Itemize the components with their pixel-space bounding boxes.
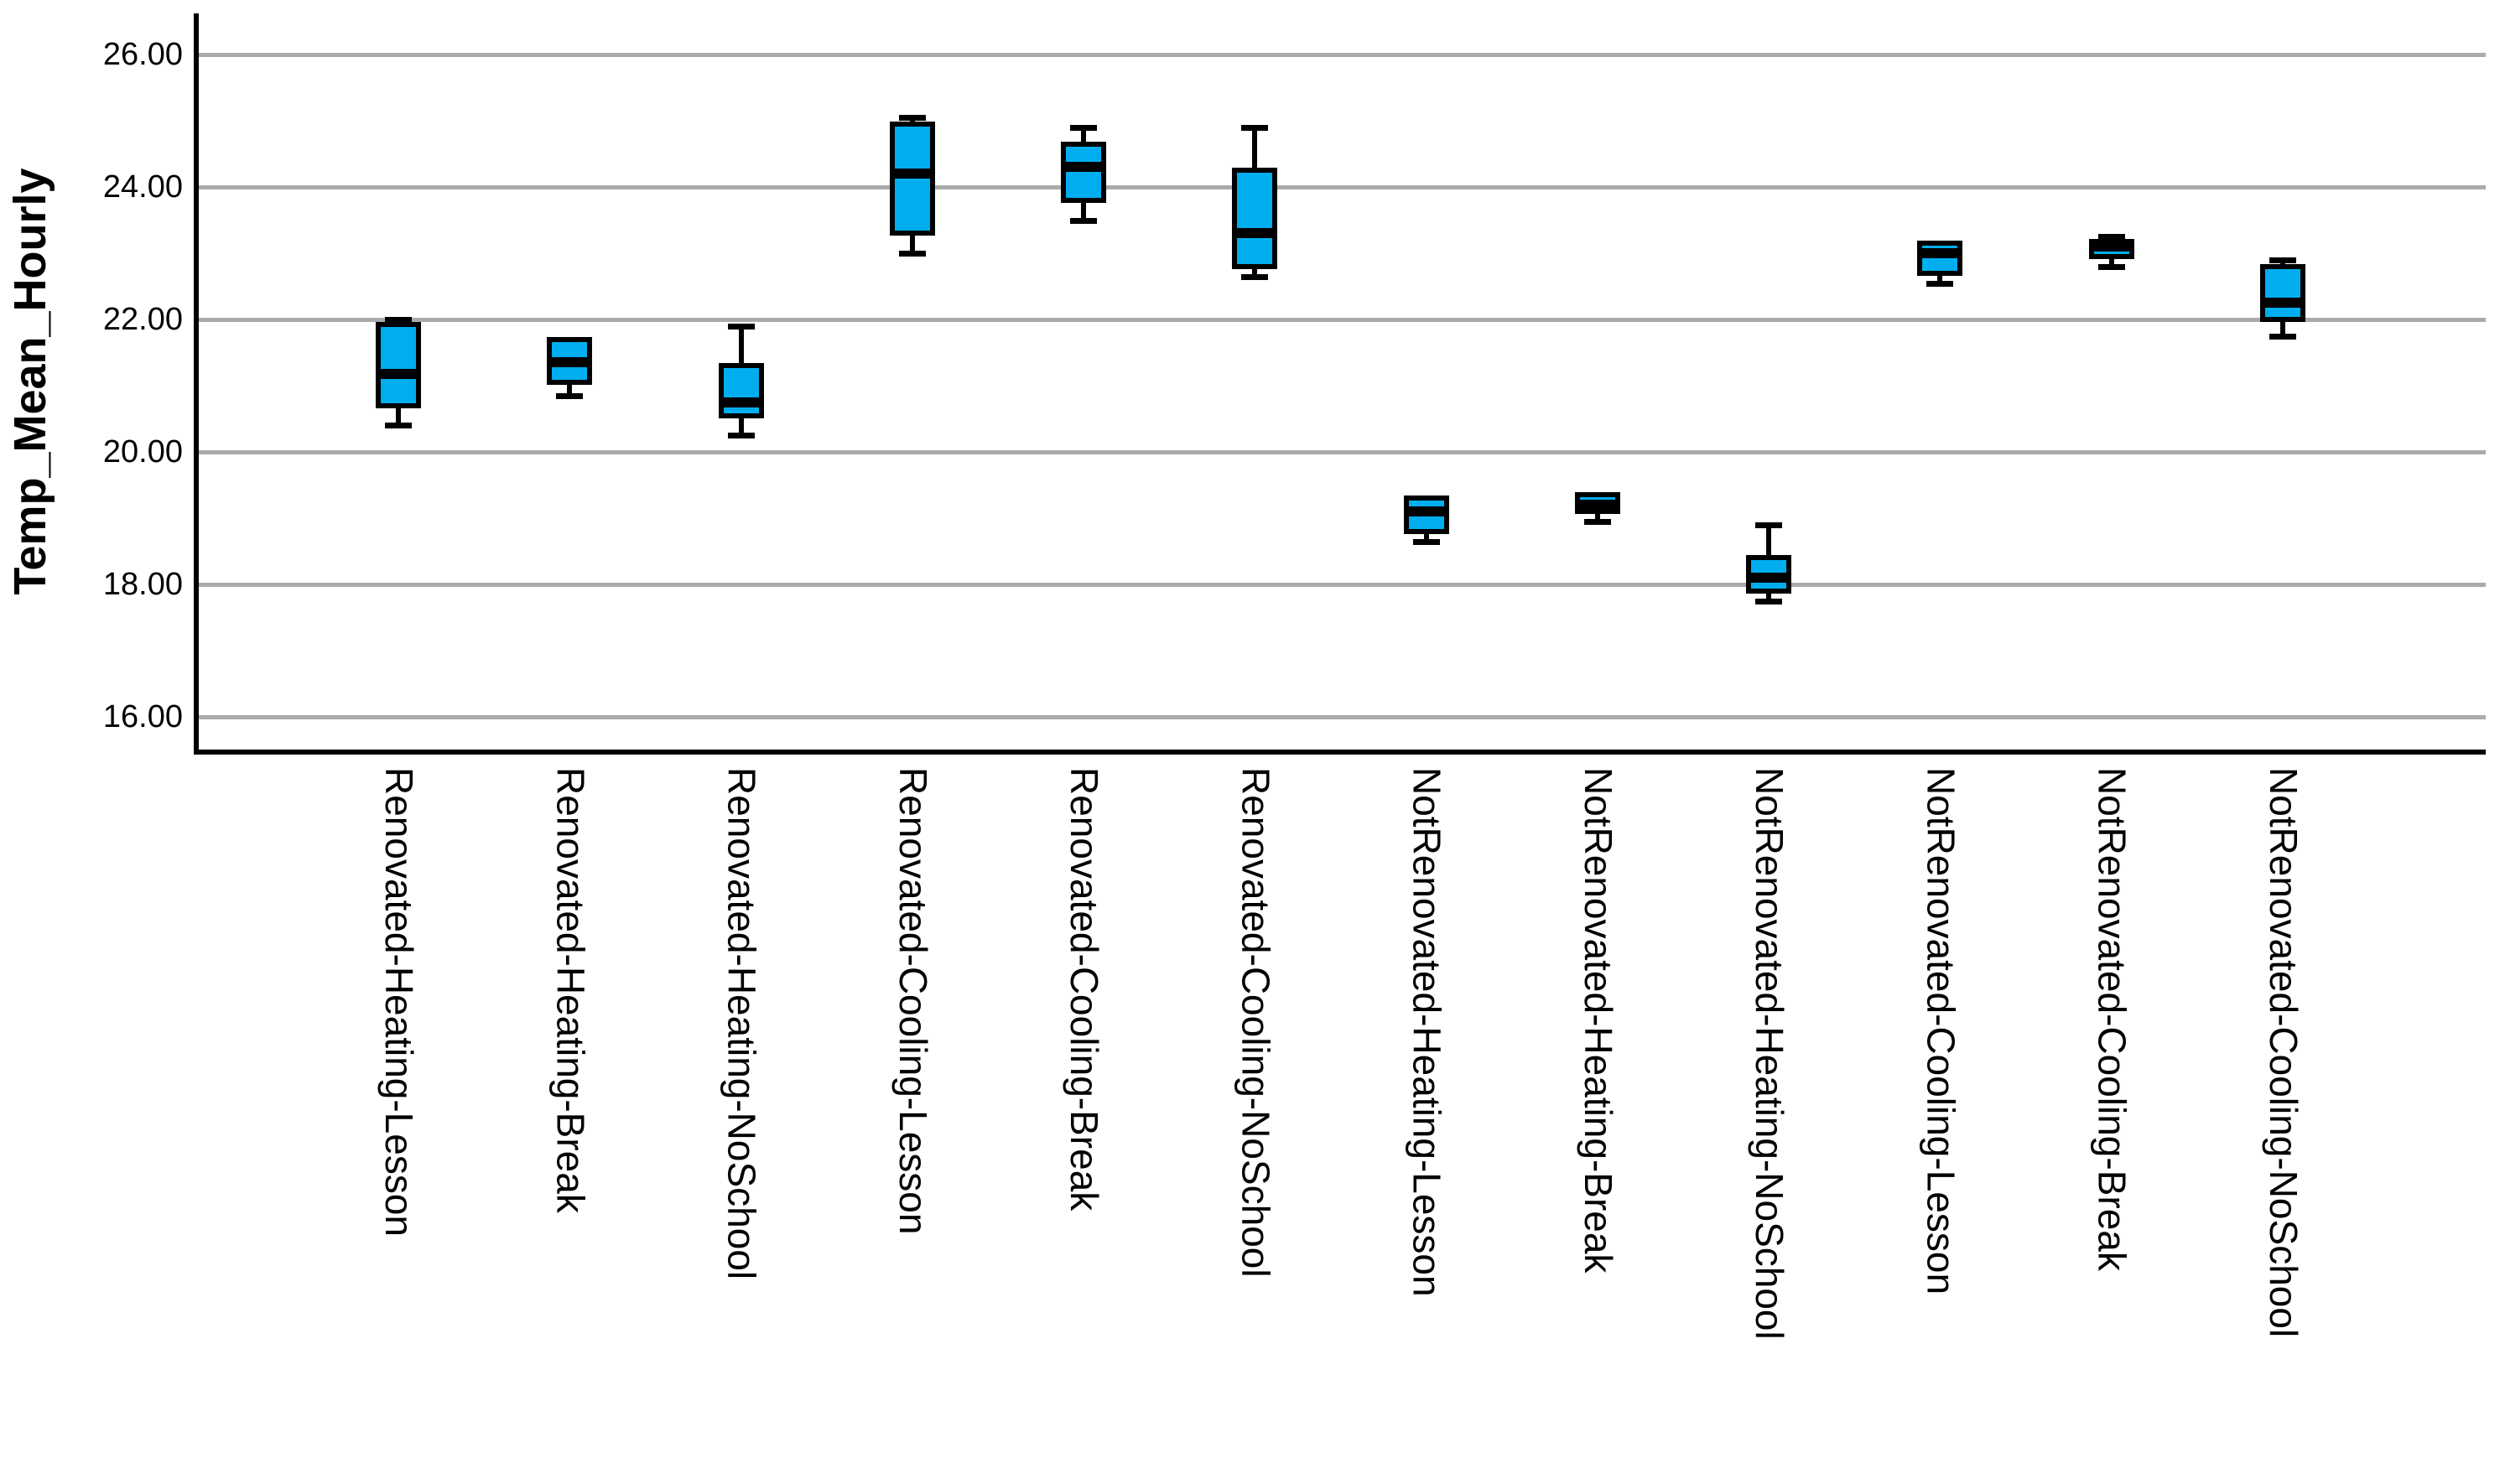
lower-whisker-cap <box>556 392 584 399</box>
median-line <box>889 169 935 179</box>
x-axis-tick-label: NotRenovated-Heating-NoSchool <box>1748 767 1792 1340</box>
lower-whisker-stem <box>738 415 744 436</box>
upper-whisker-cap <box>1241 124 1269 131</box>
y-axis-tick-label: 26.00 <box>102 37 183 72</box>
median-line <box>1061 162 1107 173</box>
x-axis-tick-label: NotRenovated-Heating-Break <box>1576 767 1620 1274</box>
median-line <box>718 397 764 407</box>
upper-whisker-stem <box>1766 524 1772 558</box>
lower-whisker-stem <box>1937 272 1943 283</box>
median-line <box>1403 506 1449 517</box>
lower-whisker-cap <box>1583 518 1611 525</box>
lower-whisker-stem <box>1081 200 1087 221</box>
box <box>718 363 764 418</box>
upper-whisker-cap <box>2269 257 2296 263</box>
lower-whisker-cap <box>1070 217 1098 224</box>
upper-whisker-cap <box>2097 234 2125 241</box>
median-line <box>547 357 593 368</box>
lower-whisker-stem <box>567 382 573 396</box>
median-line <box>2088 241 2134 252</box>
x-axis-tick-label: Renovated-Heating-NoSchool <box>720 767 764 1280</box>
box <box>2259 263 2305 322</box>
lower-whisker-cap <box>1241 273 1269 280</box>
lower-whisker-stem <box>1252 266 1258 277</box>
median-line <box>1232 228 1278 239</box>
lower-whisker-cap <box>1755 598 1783 604</box>
y-gridline <box>197 715 2486 719</box>
y-axis-tick-label: 20.00 <box>102 434 183 470</box>
lower-whisker-cap <box>2269 333 2296 340</box>
y-gridline <box>197 450 2486 454</box>
x-axis-tick-label: Renovated-Cooling-NoSchool <box>1234 767 1278 1278</box>
median-line <box>1917 248 1963 258</box>
lower-whisker-cap <box>1926 280 1954 287</box>
x-axis-tick-label: Renovated-Heating-Break <box>548 767 593 1213</box>
x-axis-tick-label: NotRenovated-Cooling-Lesson <box>1919 767 1963 1295</box>
upper-whisker-cap <box>1755 521 1783 528</box>
box <box>376 321 421 408</box>
y-gridline <box>197 583 2486 587</box>
y-axis-tick-label: 16.00 <box>102 699 183 734</box>
x-axis-tick-label: Renovated-Cooling-Lesson <box>891 767 935 1235</box>
median-line <box>376 368 421 379</box>
upper-whisker-cap <box>1070 124 1098 131</box>
y-axis-title: Temp_Mean_Hourly <box>5 168 55 595</box>
upper-whisker-cap <box>898 115 926 122</box>
y-axis-tick-label: 24.00 <box>102 169 183 205</box>
lower-whisker-cap <box>898 251 926 257</box>
upper-whisker-cap <box>727 323 755 329</box>
lower-whisker-stem <box>1423 531 1429 542</box>
lower-whisker-cap <box>1412 538 1440 545</box>
lower-whisker-stem <box>396 405 401 426</box>
x-axis-line <box>194 750 2486 755</box>
y-axis-tick-label: 18.00 <box>102 567 183 602</box>
y-gridline <box>197 185 2486 189</box>
median-line <box>2259 298 2305 309</box>
lower-whisker-stem <box>909 233 915 253</box>
y-axis-tick-label: 22.00 <box>102 302 183 337</box>
y-gridline <box>197 318 2486 322</box>
x-axis-tick-label: Renovated-Heating-Lesson <box>377 767 421 1238</box>
upper-whisker-stem <box>1081 127 1087 144</box>
x-axis-tick-label: NotRenovated-Cooling-NoSchool <box>2261 767 2305 1338</box>
y-axis-line <box>194 13 199 750</box>
lower-whisker-stem <box>2279 319 2285 336</box>
median-line <box>1746 573 1792 584</box>
lower-whisker-stem <box>1766 590 1772 601</box>
lower-whisker-cap <box>385 423 412 429</box>
upper-whisker-stem <box>1252 127 1258 171</box>
upper-whisker-cap <box>385 317 412 323</box>
lower-whisker-cap <box>2097 263 2125 270</box>
x-axis-tick-label: Renovated-Cooling-Break <box>1063 767 1107 1212</box>
box <box>1232 168 1278 269</box>
upper-whisker-stem <box>738 325 744 366</box>
lower-whisker-stem <box>1594 511 1600 521</box>
lower-whisker-cap <box>727 433 755 439</box>
lower-whisker-stem <box>2108 256 2114 267</box>
x-axis-tick-label: NotRenovated-Cooling-Break <box>2090 767 2134 1271</box>
median-line <box>1574 500 1620 511</box>
y-gridline <box>197 53 2486 57</box>
x-axis-tick-label: NotRenovated-Heating-Lesson <box>1405 767 1449 1297</box>
